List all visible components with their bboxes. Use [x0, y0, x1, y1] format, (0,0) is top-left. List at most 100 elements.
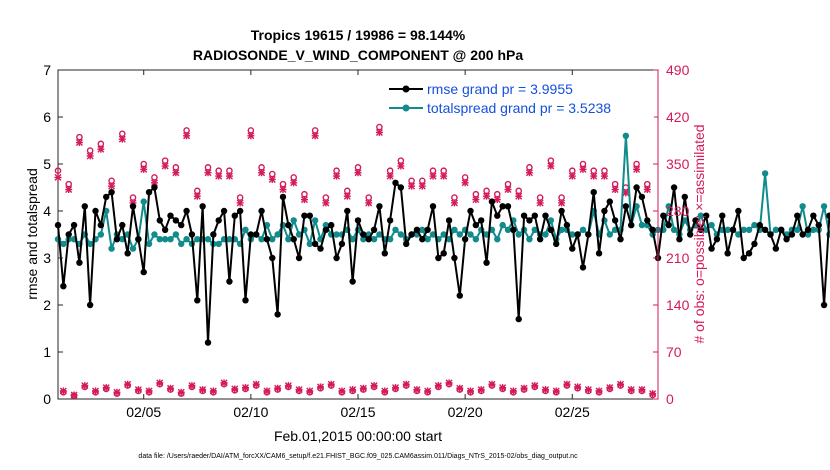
obs-assimilated-marker	[536, 199, 544, 207]
obs-assimilated-marker	[193, 192, 201, 200]
rmse-point	[735, 207, 742, 215]
rmse-point	[804, 226, 812, 233]
rmse-point	[429, 203, 437, 210]
rmse-point	[392, 179, 399, 186]
x-tick-label: 02/20	[448, 404, 483, 420]
totalspread-point	[681, 217, 688, 224]
obs-assimilated-marker	[118, 135, 126, 143]
totalspread-point	[145, 240, 153, 248]
obs-assimilated-marker	[617, 380, 624, 388]
totalspread-point	[745, 226, 753, 233]
obs-assimilated-marker	[199, 386, 207, 394]
rmse-point	[242, 297, 249, 304]
series-layer	[54, 123, 830, 399]
obs-assimilated-marker	[263, 387, 271, 395]
obs-assimilated-marker	[381, 387, 389, 395]
obs-assimilated-marker	[434, 382, 442, 390]
obs-assimilated-marker	[59, 387, 67, 395]
obs-assimilated-marker	[343, 192, 351, 200]
totalspread-point	[360, 236, 367, 243]
rmse-point	[290, 236, 297, 243]
totalspread-point	[167, 236, 174, 243]
totalspread-point	[751, 221, 758, 229]
totalspread-point	[311, 217, 319, 224]
rmse-point	[311, 240, 319, 248]
y-left-tick-label: 5	[43, 156, 51, 172]
obs-assimilated-marker	[81, 382, 89, 390]
obs-assimilated-marker	[167, 384, 174, 392]
rmse-point	[386, 217, 394, 224]
rmse-point	[488, 198, 496, 205]
rmse-point	[633, 184, 640, 191]
obs-assimilated-marker	[204, 169, 212, 177]
rmse-point	[76, 259, 83, 266]
obs-assimilated-marker	[402, 380, 410, 388]
obs-assimilated-marker	[338, 387, 346, 395]
rmse-point	[783, 236, 790, 243]
rmse-point	[611, 217, 619, 224]
obs-assimilated-marker	[531, 382, 539, 390]
totalspread-point	[242, 226, 249, 233]
rmse-point	[472, 221, 480, 229]
obs-assimilated-marker	[467, 387, 474, 395]
obs-assimilated-marker	[606, 384, 614, 392]
rmse-point	[692, 217, 699, 224]
obs-assimilated-marker	[365, 199, 373, 207]
rmse-point	[563, 221, 571, 229]
obs-assimilated-marker	[322, 199, 330, 207]
rmse-point	[435, 254, 442, 262]
obs-assimilated-marker	[472, 196, 480, 204]
rmse-point	[724, 250, 731, 257]
y-right-tick-label: 70	[666, 344, 682, 360]
rmse-point	[403, 240, 410, 248]
totalspread-point	[542, 231, 549, 238]
rmse-point	[279, 193, 287, 201]
rmse-point	[697, 226, 705, 233]
x-axis-label: Feb.01,2015 00:00:00 start	[274, 428, 442, 444]
rmse-point	[526, 217, 533, 224]
obs-assimilated-marker	[611, 186, 619, 194]
rmse-point	[129, 203, 137, 210]
rmse-point	[772, 245, 780, 252]
rmse-point	[210, 231, 217, 238]
totalspread-point	[151, 231, 158, 238]
rmse-point	[638, 193, 646, 201]
rmse-point	[151, 184, 158, 191]
rmse-point	[579, 264, 587, 271]
rmse-point	[215, 217, 222, 224]
rmse-point	[108, 189, 115, 196]
obs-assimilated-marker	[354, 169, 362, 177]
totalspread-point	[349, 236, 356, 243]
obs-assimilated-marker	[108, 182, 116, 190]
obs-assimilated-marker	[65, 186, 73, 194]
obs-assimilated-marker	[92, 387, 99, 395]
rmse-point	[686, 231, 694, 238]
totalspread-point	[333, 231, 340, 238]
obs-assimilated-marker	[268, 175, 276, 183]
legend: rmse grand pr = 3.9955 totalspread grand…	[384, 75, 654, 118]
rmse-point	[461, 236, 469, 243]
rmse-point	[97, 221, 105, 229]
rmse-point	[376, 203, 383, 210]
totalspread-point	[424, 236, 431, 243]
obs-assimilated-marker	[54, 173, 62, 181]
x-tick-label: 02/10	[233, 404, 268, 420]
obs-assimilated-marker	[563, 380, 571, 388]
rmse-point	[172, 217, 180, 224]
obs-assimilated-marker	[622, 189, 630, 197]
totalspread-point	[60, 240, 67, 248]
obs-assimilated-marker	[172, 169, 180, 177]
rmse-point	[536, 236, 544, 243]
totalspread-point	[638, 221, 646, 229]
rmse-point	[86, 301, 94, 309]
obs-assimilated-marker	[274, 384, 282, 392]
totalspread-point	[670, 226, 678, 233]
legend-spread-label: totalspread grand pr = 3.5238	[427, 100, 611, 116]
rmse-point	[665, 221, 672, 229]
totalspread-point	[740, 226, 747, 233]
totalspread-point	[178, 240, 185, 248]
rmse-point	[236, 207, 244, 215]
totalspread-point	[306, 240, 313, 248]
rmse-point	[815, 221, 822, 229]
